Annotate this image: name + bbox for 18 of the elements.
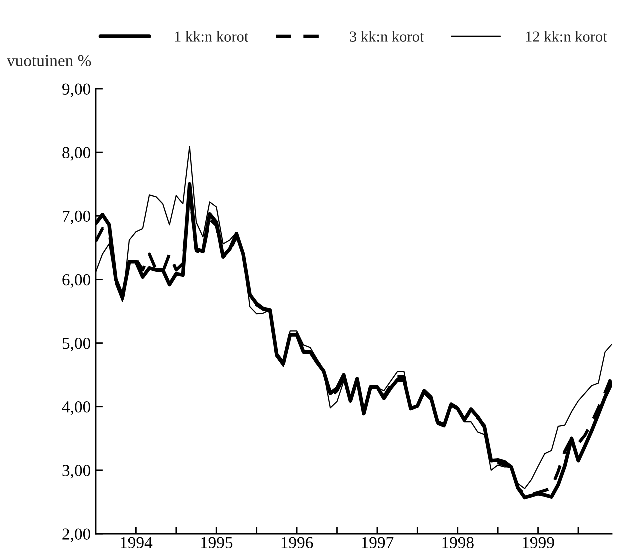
- x-tick-label: 1997: [362, 537, 394, 549]
- y-tick-label: 5,00: [62, 338, 91, 352]
- legend-label: 3 kk:n korot: [350, 31, 424, 42]
- y-tick-label: 2,00: [62, 528, 91, 542]
- x-tick-label: 1996: [282, 537, 314, 549]
- x-tick-label: 1995: [201, 537, 233, 549]
- legend-label: 12 kk:n korot: [526, 31, 608, 42]
- y-tick-label: 9,00: [62, 84, 91, 98]
- y-axis-title: vuotuinen %: [7, 55, 92, 67]
- x-tick-label: 1998: [442, 537, 474, 549]
- y-tick-label: 8,00: [62, 147, 91, 161]
- y-tick-label: 4,00: [62, 402, 91, 416]
- x-tick-label: 1999: [523, 537, 554, 549]
- x-tick-label: 1994: [121, 537, 153, 549]
- y-tick-label: 6,00: [62, 274, 91, 288]
- y-tick-label: 3,00: [62, 465, 91, 479]
- y-tick-label: 7,00: [63, 210, 91, 224]
- legend-label: 1 kk:n korot: [175, 31, 249, 42]
